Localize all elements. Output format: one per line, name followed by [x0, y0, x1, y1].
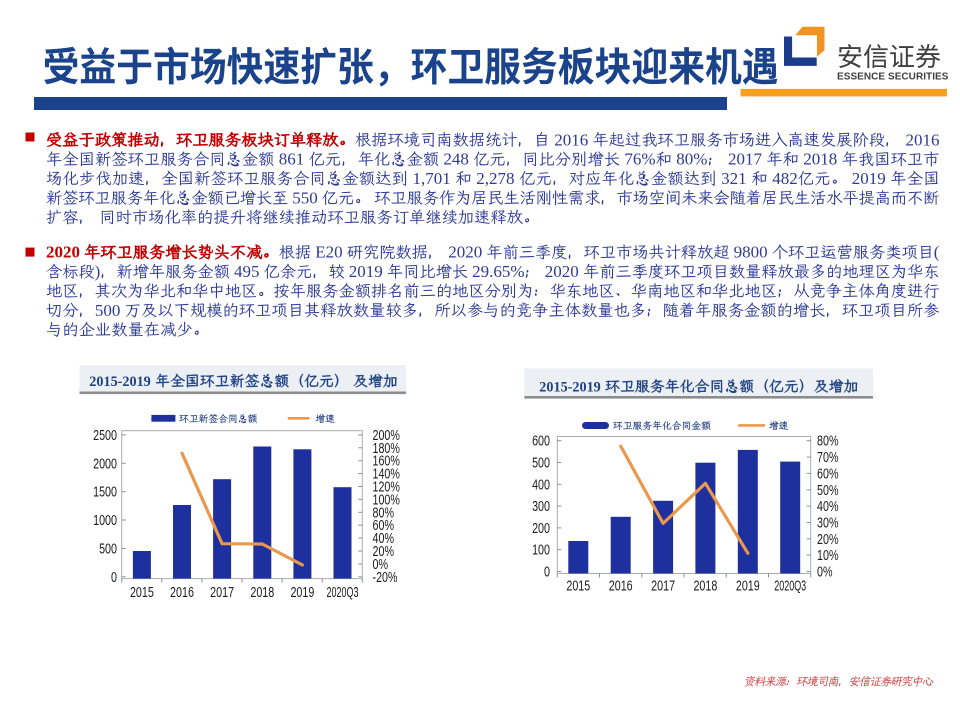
svg-text:1,701: 1,701 [413, 169, 451, 188]
svg-text:2,278: 2,278 [476, 169, 514, 188]
svg-text:495: 495 [234, 262, 260, 281]
svg-text:861: 861 [279, 150, 305, 169]
svg-text:2019: 2019 [852, 169, 886, 188]
svg-text:76%: 76% [624, 150, 655, 169]
svg-text:120%: 120% [373, 480, 400, 496]
svg-text:20%: 20% [373, 544, 395, 560]
svg-text:248: 248 [443, 150, 469, 169]
svg-text:40%: 40% [373, 531, 395, 547]
svg-text:2020Q3: 2020Q3 [774, 579, 806, 595]
svg-text:321: 321 [721, 169, 747, 188]
svg-text:0: 0 [544, 565, 550, 581]
svg-text:2015: 2015 [566, 579, 590, 595]
svg-text:): ) [95, 262, 101, 281]
svg-text:29.65%: 29.65% [472, 262, 524, 281]
svg-text:30%: 30% [817, 516, 839, 532]
svg-text:2019: 2019 [290, 585, 314, 601]
svg-text:2016: 2016 [554, 130, 588, 149]
svg-text:ESSENCE SECURITIES: ESSENCE SECURITIES [837, 72, 949, 83]
svg-text:2016: 2016 [906, 130, 940, 149]
svg-text:2015-2019: 2015-2019 [89, 374, 150, 390]
svg-text:600: 600 [532, 434, 550, 450]
svg-text:0%: 0% [373, 557, 389, 573]
svg-text:2018: 2018 [250, 585, 274, 601]
svg-text:2015-2019: 2015-2019 [539, 379, 600, 395]
svg-text:2000: 2000 [93, 456, 117, 472]
svg-text:500: 500 [532, 456, 550, 472]
svg-text:2015: 2015 [130, 585, 154, 601]
svg-text:400: 400 [532, 477, 550, 493]
svg-text:300: 300 [532, 499, 550, 515]
svg-text:2017: 2017 [651, 579, 675, 595]
svg-text:70%: 70% [817, 450, 839, 466]
svg-text:482: 482 [772, 169, 798, 188]
svg-text:140%: 140% [373, 467, 400, 483]
svg-text:100%: 100% [373, 492, 400, 508]
svg-text:2016: 2016 [609, 579, 633, 595]
svg-text:0%: 0% [817, 565, 833, 581]
svg-text:2019: 2019 [349, 262, 383, 281]
svg-text:20%: 20% [817, 532, 839, 548]
svg-text:500: 500 [99, 541, 117, 557]
svg-text:550: 550 [292, 188, 318, 207]
svg-text:9800: 9800 [734, 243, 768, 262]
svg-text:60%: 60% [817, 466, 839, 482]
svg-text:100: 100 [532, 543, 550, 559]
svg-text:160%: 160% [373, 454, 400, 470]
svg-text:0: 0 [111, 570, 117, 586]
svg-text:1500: 1500 [93, 485, 117, 501]
svg-text:(: ( [934, 243, 940, 262]
svg-text:40%: 40% [817, 499, 839, 515]
svg-text:50%: 50% [817, 483, 839, 499]
svg-text:1000: 1000 [93, 513, 117, 529]
svg-text:-20%: -20% [373, 570, 398, 586]
svg-text:500: 500 [95, 301, 121, 320]
svg-text:200: 200 [532, 521, 550, 537]
svg-text:80%: 80% [817, 434, 839, 450]
svg-text:2018: 2018 [803, 150, 837, 169]
svg-text:80%: 80% [373, 505, 395, 521]
svg-text:2020Q3: 2020Q3 [327, 585, 359, 601]
svg-text:2020: 2020 [448, 243, 482, 262]
svg-text:200%: 200% [373, 428, 400, 444]
svg-text:80%: 80% [676, 150, 707, 169]
svg-text:2020: 2020 [46, 243, 80, 262]
svg-text:2019: 2019 [736, 579, 760, 595]
svg-text:60%: 60% [373, 518, 395, 534]
svg-text:E20: E20 [315, 243, 342, 262]
svg-text:2016: 2016 [170, 585, 194, 601]
svg-text:2020: 2020 [545, 262, 579, 281]
svg-text:2018: 2018 [693, 579, 717, 595]
svg-text:2500: 2500 [93, 428, 117, 444]
svg-text:10%: 10% [817, 548, 839, 564]
svg-text:2017: 2017 [728, 150, 763, 169]
svg-text:180%: 180% [373, 441, 400, 457]
svg-text:2017: 2017 [210, 585, 234, 601]
